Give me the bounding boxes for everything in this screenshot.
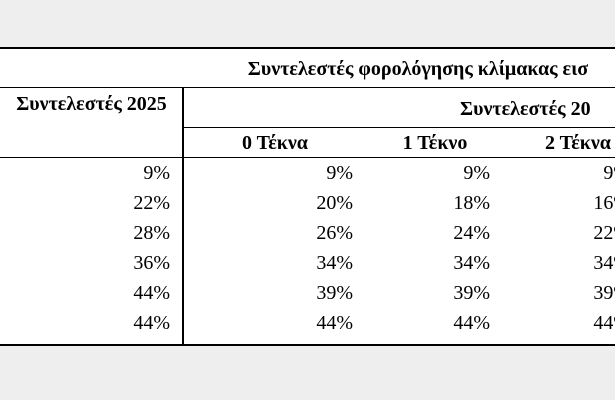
cell: 39% [453, 282, 490, 304]
cell: 22% [593, 222, 615, 244]
border [0, 87, 615, 88]
cell: 44% [593, 312, 615, 334]
sub-header: 1 Τέκνο [402, 132, 468, 154]
cell: 44% [133, 312, 170, 334]
cell: 18% [453, 192, 490, 214]
cell: 44% [453, 312, 490, 334]
border [0, 157, 615, 158]
border [0, 47, 615, 49]
sub-header: 0 Τέκνα [242, 132, 308, 154]
cell: 26% [316, 222, 353, 244]
border [183, 127, 615, 128]
group-header: Συντελεστές 20 [460, 98, 591, 120]
column-header: Συντελεστές 2025 [16, 93, 167, 115]
cell: 9% [143, 162, 170, 184]
cell: 22% [133, 192, 170, 214]
sub-header: 2 Τέκνα [545, 132, 611, 154]
cell: 39% [593, 282, 615, 304]
table-title: Συντελεστές φορολόγησης κλίμακας εισ [247, 58, 589, 80]
cell: 36% [133, 252, 170, 274]
border [182, 87, 184, 345]
cell: 16% [593, 192, 615, 214]
cell: 20% [316, 192, 353, 214]
cell: 44% [133, 282, 170, 304]
cell: 39% [316, 282, 353, 304]
cell: 9% [463, 162, 490, 184]
cell: 24% [453, 222, 490, 244]
cell: 28% [133, 222, 170, 244]
table: Συντελεστές φορολόγησης κλίμακας εισ Συν… [0, 47, 615, 346]
border [0, 344, 615, 346]
cell: 44% [316, 312, 353, 334]
cell: 34% [593, 252, 615, 274]
cell: 34% [316, 252, 353, 274]
cell: 9% [326, 162, 353, 184]
cell: 9% [603, 162, 615, 184]
cell: 34% [453, 252, 490, 274]
